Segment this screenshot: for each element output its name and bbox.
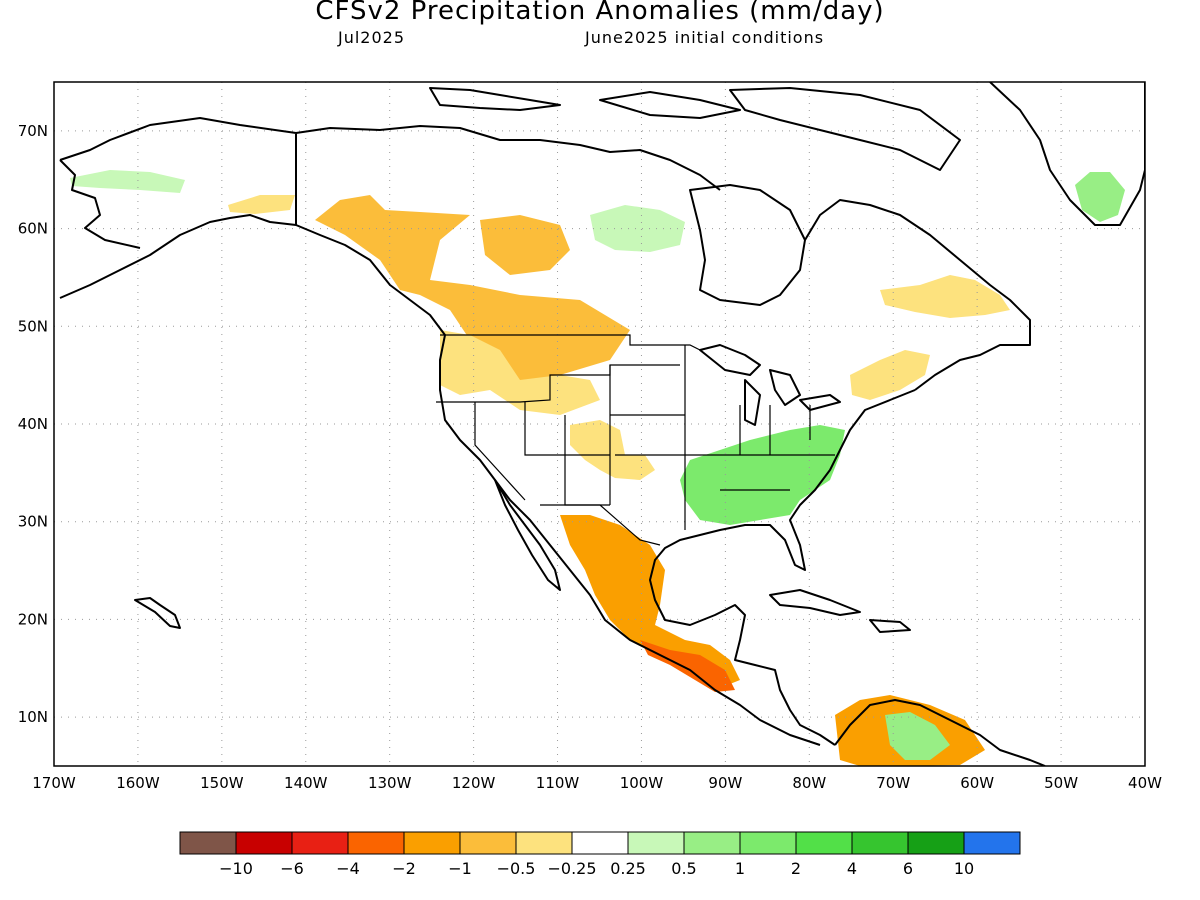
latitude-tick-label: 60N [18,220,48,238]
longitude-tick-label: 170W [32,774,76,792]
colorbar-swatch [235,831,293,855]
longitude-tick-label: 40W [1128,774,1162,792]
anomaly-shading [70,170,1125,766]
colorbar-label: −1 [448,859,472,878]
colorbar-swatch [515,831,573,855]
colorbar-label: 4 [847,859,857,878]
latitude-tick-label: 20N [18,610,48,628]
initial-conditions-label: June2025 initial conditions [585,28,825,47]
colorbar-swatch [179,831,237,855]
colorbar-swatch [459,831,517,855]
longitude-tick-label: 100W [620,774,664,792]
colorbar-swatch [627,831,685,855]
longitude-tick-label: 110W [536,774,580,792]
colorbar-swatch [347,831,405,855]
region-southeast-us-wet [680,425,845,525]
region-mexico-dry [560,515,740,690]
longitude-tick-label: 60W [960,774,994,792]
latitude-tick-label: 10N [18,708,48,726]
region-labrador-dry [880,275,1010,318]
region-prairies-dry [480,215,570,275]
region-south-america-north-wet [885,712,950,760]
region-greenland-wet [1075,172,1125,222]
political-borders [436,334,835,546]
latitude-tick-label: 40N [18,415,48,433]
colorbar-swatch [571,831,629,855]
latitude-tick-label: 30N [18,513,48,531]
colorbar-labels: −10 −6 −4 −2 −1 −0.5 −0.25 0.25 0.5 1 2 4 6 10 [219,859,974,878]
colorbar-swatch [963,831,1021,855]
region-alaska-west-wet [70,170,185,193]
latitude-labels: 10N 20N 30N 40N 50N 60N 70N [18,122,48,726]
latitude-tick-label: 70N [18,122,48,140]
longitude-tick-label: 70W [876,774,910,792]
coastlines [59,82,1145,766]
longitude-tick-label: 130W [368,774,412,792]
forecast-month: Jul2025 [338,28,406,47]
colorbar-swatch [795,831,853,855]
colorbar-swatch [403,831,461,855]
region-pacific-northwest-dry [440,330,600,415]
longitude-tick-label: 140W [284,774,328,792]
region-bc-dry [315,195,630,385]
region-central-america-dry [640,640,735,692]
colorbar-label: −6 [280,859,304,878]
map-frame [53,81,1146,767]
colorbar-swatch [907,831,965,855]
region-new-england-dry [850,350,930,400]
longitude-tick-label: 90W [708,774,742,792]
colorbar [179,831,1021,855]
colorbar-label: −10 [219,859,253,878]
colorbar-swatch [291,831,349,855]
colorbar-label: 2 [791,859,801,878]
region-great-basin-dry [570,420,655,480]
colorbar-label: 0.5 [671,859,696,878]
colorbar-label: 6 [903,859,913,878]
longitude-tick-label: 50W [1044,774,1078,792]
colorbar-label: −0.25 [547,859,596,878]
longitude-tick-label: 160W [116,774,160,792]
latitude-tick-label: 50N [18,317,48,335]
longitude-tick-label: 120W [452,774,496,792]
colorbar-swatch [851,831,909,855]
longitude-tick-label: 80W [792,774,826,792]
region-hudson-bay-wet [590,205,685,252]
region-yukon-dry [228,195,295,214]
colorbar-swatch [739,831,797,855]
colorbar-label: −2 [392,859,416,878]
colorbar-label: −4 [336,859,360,878]
colorbar-label: −0.5 [497,859,536,878]
colorbar-label: 1 [735,859,745,878]
colorbar-swatch [683,831,741,855]
map-title: CFSv2 Precipitation Anomalies (mm/day) [315,0,885,26]
longitude-labels: 170W 160W 150W 140W 130W 120W 110W 100W 90W 80W 70… [32,774,1162,792]
colorbar-label: 0.25 [610,859,646,878]
longitude-tick-label: 150W [200,774,244,792]
colorbar-label: 10 [954,859,974,878]
